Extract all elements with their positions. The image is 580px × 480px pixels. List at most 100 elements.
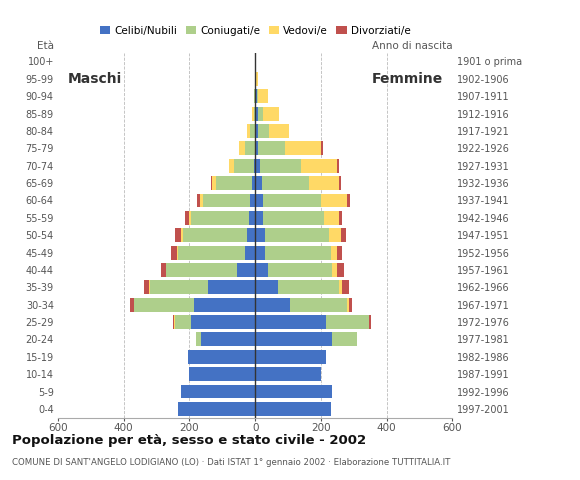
Bar <box>263 107 279 120</box>
Bar <box>251 193 255 207</box>
Bar <box>263 193 321 207</box>
Bar <box>349 298 352 312</box>
Bar <box>329 228 340 242</box>
Bar <box>247 228 255 242</box>
Bar <box>255 263 269 277</box>
Bar <box>247 124 251 138</box>
Bar <box>237 263 255 277</box>
Bar <box>255 107 258 120</box>
Bar <box>171 246 177 260</box>
Bar <box>369 315 371 329</box>
Bar <box>347 193 350 207</box>
Bar <box>255 350 326 364</box>
Bar <box>255 159 260 173</box>
Bar <box>255 72 256 86</box>
Bar <box>290 298 347 312</box>
Bar <box>255 124 258 138</box>
Bar <box>255 193 263 207</box>
Bar <box>342 280 349 294</box>
Bar <box>258 107 263 120</box>
Bar <box>263 211 324 225</box>
Bar <box>245 142 255 156</box>
Bar <box>269 124 289 138</box>
Bar <box>253 159 255 173</box>
Bar <box>191 315 255 329</box>
Bar <box>191 211 249 225</box>
Bar <box>175 315 191 329</box>
Bar <box>253 89 254 103</box>
Bar <box>332 333 357 347</box>
Bar <box>262 176 310 190</box>
Text: Popolazione per età, sesso e stato civile - 2002: Popolazione per età, sesso e stato civil… <box>12 434 366 447</box>
Bar <box>196 333 201 347</box>
Text: COMUNE DI SANT'ANGELO LODIGIANO (LO) · Dati ISTAT 1° gennaio 2002 · Elaborazione: COMUNE DI SANT'ANGELO LODIGIANO (LO) · D… <box>12 458 450 468</box>
Bar <box>245 246 255 260</box>
Bar <box>339 280 342 294</box>
Text: Femmine: Femmine <box>371 72 443 86</box>
Bar <box>216 176 252 190</box>
Bar <box>252 176 255 190</box>
Bar <box>201 333 255 347</box>
Bar <box>181 384 255 398</box>
Bar <box>178 246 245 260</box>
Text: Maschi: Maschi <box>68 72 122 86</box>
Bar <box>166 263 237 277</box>
Bar <box>184 211 190 225</box>
Bar <box>202 193 251 207</box>
Bar <box>234 159 253 173</box>
Bar <box>338 263 344 277</box>
Bar <box>177 246 178 260</box>
Bar <box>259 89 269 103</box>
Bar <box>338 159 339 173</box>
Bar <box>258 124 269 138</box>
Bar <box>150 280 208 294</box>
Bar <box>340 228 346 242</box>
Bar <box>133 298 194 312</box>
Bar <box>332 263 338 277</box>
Bar <box>190 367 255 381</box>
Bar <box>249 211 255 225</box>
Bar <box>254 89 255 103</box>
Bar <box>310 176 339 190</box>
Bar <box>212 176 216 190</box>
Bar <box>252 107 253 120</box>
Bar <box>255 142 259 156</box>
Bar <box>183 228 247 242</box>
Bar <box>255 228 265 242</box>
Bar <box>173 315 174 329</box>
Bar <box>255 280 278 294</box>
Bar <box>265 246 331 260</box>
Bar <box>256 72 258 86</box>
Bar <box>269 263 332 277</box>
Bar <box>255 315 326 329</box>
Bar <box>255 384 332 398</box>
Bar <box>321 142 322 156</box>
Bar <box>255 176 262 190</box>
Legend: Celibi/Nubili, Coniugati/e, Vedovi/e, Divorziati/e: Celibi/Nubili, Coniugati/e, Vedovi/e, Di… <box>96 22 415 40</box>
Bar <box>301 159 338 173</box>
Bar <box>200 193 202 207</box>
Bar <box>339 211 342 225</box>
Bar <box>331 246 338 260</box>
Bar <box>188 350 255 364</box>
Bar <box>259 142 285 156</box>
Bar <box>339 176 340 190</box>
Bar <box>251 124 255 138</box>
Bar <box>255 367 321 381</box>
Bar <box>253 107 255 120</box>
Bar <box>178 402 255 416</box>
Bar <box>255 402 331 416</box>
Bar <box>265 228 329 242</box>
Bar <box>326 315 369 329</box>
Bar <box>321 193 347 207</box>
Bar <box>144 280 150 294</box>
Text: Anno di nascita: Anno di nascita <box>372 41 452 51</box>
Bar <box>208 280 255 294</box>
Bar <box>255 246 265 260</box>
Bar <box>181 228 183 242</box>
Bar <box>190 211 191 225</box>
Bar <box>174 315 175 329</box>
Bar <box>239 142 245 156</box>
Bar <box>229 159 234 173</box>
Text: Età: Età <box>37 41 54 51</box>
